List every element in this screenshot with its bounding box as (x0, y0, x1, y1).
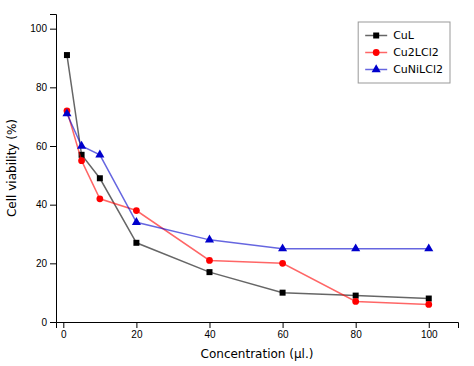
y-axis-title: Cell viability (%) (5, 119, 19, 217)
x-axis-line (57, 323, 459, 329)
y-axis-tick-label: 20 (36, 258, 48, 269)
x-axis-tick-mark (429, 322, 430, 328)
series-point (78, 157, 85, 164)
series-point (62, 108, 71, 116)
x-axis-tick-label: 60 (278, 329, 290, 340)
series-point (77, 141, 86, 149)
y-axis-tick-label: 40 (36, 199, 48, 210)
legend-item: Cu2LCl2 (365, 46, 439, 59)
y-axis-tick-label: 100 (30, 23, 47, 34)
x-axis-tick: 100 (421, 322, 438, 340)
series-point (426, 296, 432, 302)
series-point (279, 260, 286, 267)
x-axis-tick-mark (209, 322, 210, 328)
x-axis-tick-mark (356, 322, 357, 328)
series-point (352, 298, 359, 305)
legend-label: Cu2LCl2 (393, 46, 439, 59)
x-axis-tick-label: 80 (351, 329, 363, 340)
legend-label: CuNiLCl2 (393, 63, 443, 76)
x-axis-tick-label: 20 (131, 329, 143, 340)
series-point (205, 235, 214, 243)
series-line (67, 111, 429, 305)
x-axis-tick-label: 0 (61, 329, 67, 340)
legend-swatch (373, 49, 380, 56)
series-point (96, 195, 103, 202)
legend-item: CuL (365, 29, 415, 42)
y-axis-tick-mark (50, 322, 56, 323)
series-point (280, 290, 286, 296)
y-axis-tick-label: 60 (36, 141, 48, 152)
legend-item: CuNiLCl2 (365, 63, 443, 76)
y-axis-tick-label: 0 (41, 317, 47, 328)
x-axis-title: Concentration (μl.) (201, 347, 314, 361)
series-point (97, 175, 103, 181)
y-axis-tick: 40 (36, 199, 56, 210)
series-line (67, 114, 429, 249)
legend-swatch (372, 64, 381, 72)
x-axis-tick-mark (283, 322, 284, 328)
series-point (133, 207, 140, 214)
y-axis-line (50, 15, 57, 323)
legend: CuL Cu2LCl2 CuNiLCl2 (358, 22, 450, 83)
x-axis-tick-mark (136, 322, 137, 328)
x-axis-tick: 20 (131, 322, 143, 340)
y-axis-tick-label: 80 (36, 82, 48, 93)
series-point (133, 240, 139, 246)
series-point (351, 243, 360, 251)
legend-swatch (373, 33, 379, 39)
x-axis-tick-label: 100 (421, 329, 438, 340)
y-axis: 0 20 40 60 80 100 (30, 15, 56, 328)
legend-label: CuL (393, 29, 415, 42)
y-axis-tick-mark (50, 205, 56, 206)
plot: 0 20 40 60 80 100 0 20 40 60 80 100 CuL Cu2LCl2 CuNiLC… (30, 15, 458, 341)
y-axis-tick-mark (50, 29, 56, 30)
series-point (424, 243, 433, 251)
marks (62, 52, 433, 308)
x-axis-tick-mark (63, 322, 64, 328)
series-point (206, 269, 212, 275)
series-point (206, 257, 213, 264)
series-point (95, 150, 104, 158)
series-point (64, 52, 70, 58)
y-axis-tick-mark (50, 87, 56, 88)
x-axis-tick: 40 (204, 322, 216, 340)
series-point (278, 243, 287, 251)
x-axis-tick: 80 (351, 322, 363, 340)
y-axis-tick: 100 (30, 23, 56, 34)
y-axis-tick: 20 (36, 258, 56, 269)
legend-box (358, 22, 450, 83)
y-axis-tick: 60 (36, 141, 56, 152)
y-axis-tick: 80 (36, 82, 56, 93)
series-point (353, 293, 359, 299)
y-axis-tick-mark (50, 146, 56, 147)
series-point (132, 217, 141, 225)
series-point (425, 301, 432, 308)
x-axis-tick: 0 (61, 322, 67, 340)
x-axis-tick: 60 (278, 322, 290, 340)
x-axis-tick-label: 40 (204, 329, 216, 340)
chart: 0 20 40 60 80 100 0 20 40 60 80 100 CuL Cu2LCl2 CuNiLC… (0, 0, 474, 366)
y-axis-tick-mark (50, 263, 56, 264)
x-axis: 0 20 40 60 80 100 (57, 322, 459, 340)
y-axis-tick: 0 (41, 317, 56, 328)
